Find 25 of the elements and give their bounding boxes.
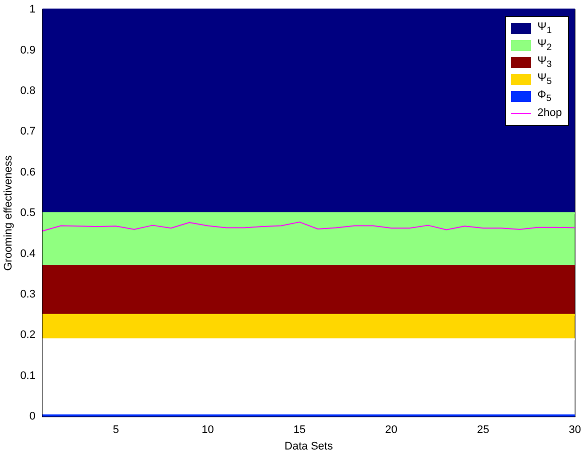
y-tick-label: 0.2: [20, 329, 36, 342]
legend-label: Ψ$_{1}$: [537, 21, 552, 36]
y-tick-label: 0: [29, 410, 36, 423]
y-tick-label: 0.6: [20, 166, 36, 178]
y-axis-title: Grooming effectiveness: [2, 154, 15, 271]
x-tick-label: 25: [476, 424, 490, 436]
x-axis-title: Data Sets: [284, 440, 334, 452]
y-tick-label: 0.4: [20, 248, 36, 260]
y-tick-label: 1: [29, 4, 36, 16]
y-tick-label: 0.7: [20, 126, 36, 138]
x-tick-label: 20: [385, 424, 398, 436]
legend-label: Φ$_{5}$: [537, 89, 552, 104]
y-tick-label: 0.9: [20, 44, 36, 56]
x-tick-label: 5: [112, 424, 119, 436]
y-tick-label: 0.3: [20, 288, 36, 301]
legend-label: 2hop: [537, 107, 562, 120]
x-tick-label: 10: [202, 424, 214, 436]
x-tick-label: 15: [293, 424, 306, 436]
legend-label: Ψ$_{5}$: [537, 72, 552, 86]
y-tick-label: 0.8: [20, 85, 36, 98]
x-tick-label: 30: [568, 424, 582, 436]
legend-label: Ψ$_{3}$: [537, 55, 552, 70]
y-tick-label: 0.1: [20, 370, 36, 382]
y-tick-label: 0.5: [20, 207, 36, 220]
legend-label: Ψ$_{2}$: [537, 38, 552, 52]
